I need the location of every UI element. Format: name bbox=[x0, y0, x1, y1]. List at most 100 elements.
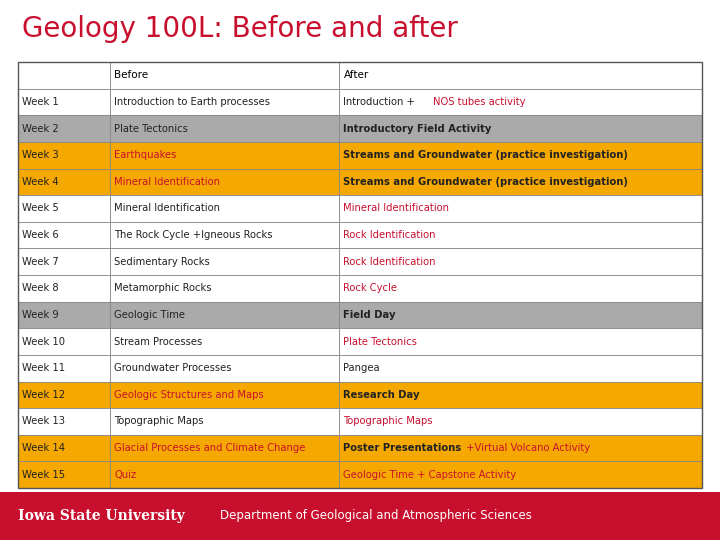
Bar bbox=[18, 408, 110, 435]
Bar bbox=[340, 222, 702, 248]
Bar bbox=[110, 302, 340, 328]
Bar bbox=[110, 435, 340, 461]
Text: Week 9: Week 9 bbox=[22, 310, 59, 320]
Bar bbox=[18, 435, 110, 461]
Bar bbox=[340, 302, 702, 328]
Text: Week 6: Week 6 bbox=[22, 230, 59, 240]
Text: The Rock Cycle +Igneous Rocks: The Rock Cycle +Igneous Rocks bbox=[114, 230, 273, 240]
Text: Geologic Time: Geologic Time bbox=[114, 310, 185, 320]
Bar bbox=[110, 168, 340, 195]
Bar bbox=[18, 248, 110, 275]
Text: Topographic Maps: Topographic Maps bbox=[114, 416, 204, 427]
Bar bbox=[110, 222, 340, 248]
Bar bbox=[18, 168, 110, 195]
Bar bbox=[110, 355, 340, 381]
Text: Pangea: Pangea bbox=[343, 363, 380, 373]
Text: Rock Identification: Rock Identification bbox=[343, 230, 436, 240]
Text: Stream Processes: Stream Processes bbox=[114, 336, 202, 347]
Text: Introduction to Earth processes: Introduction to Earth processes bbox=[114, 97, 270, 107]
Text: Poster Presentations: Poster Presentations bbox=[343, 443, 462, 453]
Text: Sedimentary Rocks: Sedimentary Rocks bbox=[114, 256, 210, 267]
Text: NOS tubes activity: NOS tubes activity bbox=[433, 97, 526, 107]
Text: Department of Geological and Atmospheric Sciences: Department of Geological and Atmospheric… bbox=[220, 510, 532, 523]
Bar bbox=[340, 435, 702, 461]
Bar bbox=[18, 302, 110, 328]
Text: Plate Tectonics: Plate Tectonics bbox=[114, 124, 188, 133]
Bar bbox=[18, 381, 110, 408]
Bar bbox=[18, 115, 110, 142]
Bar bbox=[110, 275, 340, 302]
Text: Week 4: Week 4 bbox=[22, 177, 58, 187]
Bar bbox=[340, 381, 702, 408]
Bar bbox=[340, 195, 702, 222]
Bar bbox=[18, 89, 110, 115]
Bar bbox=[110, 381, 340, 408]
Text: Week 5: Week 5 bbox=[22, 204, 59, 213]
Text: Week 11: Week 11 bbox=[22, 363, 65, 373]
Bar bbox=[18, 328, 110, 355]
Text: Week 7: Week 7 bbox=[22, 256, 59, 267]
Bar bbox=[340, 275, 702, 302]
Text: Week 13: Week 13 bbox=[22, 416, 65, 427]
Text: Week 1: Week 1 bbox=[22, 97, 59, 107]
Text: Mineral Identification: Mineral Identification bbox=[343, 204, 449, 213]
Text: After: After bbox=[343, 70, 369, 80]
Text: Mineral Identification: Mineral Identification bbox=[114, 204, 220, 213]
Text: Geologic Time + Capstone Activity: Geologic Time + Capstone Activity bbox=[343, 470, 517, 480]
Bar bbox=[340, 408, 702, 435]
Bar bbox=[18, 62, 110, 89]
Text: Introduction +: Introduction + bbox=[343, 97, 418, 107]
Text: Week 3: Week 3 bbox=[22, 150, 58, 160]
Text: Streams and Groundwater (practice investigation): Streams and Groundwater (practice invest… bbox=[343, 177, 629, 187]
Bar bbox=[340, 168, 702, 195]
Bar bbox=[110, 142, 340, 168]
Text: Mineral Identification: Mineral Identification bbox=[114, 177, 220, 187]
Text: Week 2: Week 2 bbox=[22, 124, 59, 133]
Text: +Virtual Volcano Activity: +Virtual Volcano Activity bbox=[464, 443, 590, 453]
Text: Week 10: Week 10 bbox=[22, 336, 65, 347]
Bar bbox=[110, 62, 340, 89]
Text: Rock Identification: Rock Identification bbox=[343, 256, 436, 267]
Bar bbox=[340, 248, 702, 275]
Bar bbox=[110, 328, 340, 355]
Text: Iowa State University: Iowa State University bbox=[18, 509, 185, 523]
Bar bbox=[340, 89, 702, 115]
Text: Quiz: Quiz bbox=[114, 470, 137, 480]
Bar bbox=[340, 142, 702, 168]
Bar bbox=[110, 461, 340, 488]
Bar bbox=[0, 492, 720, 540]
Bar bbox=[110, 89, 340, 115]
Bar bbox=[110, 115, 340, 142]
Text: Research Day: Research Day bbox=[343, 390, 420, 400]
Bar bbox=[18, 142, 110, 168]
Text: Glacial Processes and Climate Change: Glacial Processes and Climate Change bbox=[114, 443, 306, 453]
Bar bbox=[18, 461, 110, 488]
Text: Geology 100L: Before and after: Geology 100L: Before and after bbox=[22, 15, 458, 43]
Text: Week 14: Week 14 bbox=[22, 443, 65, 453]
Bar bbox=[110, 408, 340, 435]
Text: Before: Before bbox=[114, 70, 148, 80]
Text: Plate Tectonics: Plate Tectonics bbox=[343, 336, 418, 347]
Text: Metamorphic Rocks: Metamorphic Rocks bbox=[114, 284, 212, 293]
Text: Groundwater Processes: Groundwater Processes bbox=[114, 363, 232, 373]
Text: Topographic Maps: Topographic Maps bbox=[343, 416, 433, 427]
Bar bbox=[18, 62, 702, 488]
Bar bbox=[110, 248, 340, 275]
Text: Earthquakes: Earthquakes bbox=[114, 150, 176, 160]
Text: Geologic Structures and Maps: Geologic Structures and Maps bbox=[114, 390, 264, 400]
Bar bbox=[18, 355, 110, 381]
Bar bbox=[18, 195, 110, 222]
Text: Field Day: Field Day bbox=[343, 310, 396, 320]
Text: Week 8: Week 8 bbox=[22, 284, 58, 293]
Bar bbox=[340, 328, 702, 355]
Bar bbox=[340, 115, 702, 142]
Bar bbox=[110, 195, 340, 222]
Bar bbox=[340, 355, 702, 381]
Text: Week 12: Week 12 bbox=[22, 390, 65, 400]
Text: Introductory Field Activity: Introductory Field Activity bbox=[343, 124, 492, 133]
Bar bbox=[18, 275, 110, 302]
Text: Streams and Groundwater (practice investigation): Streams and Groundwater (practice invest… bbox=[343, 150, 629, 160]
Bar bbox=[340, 62, 702, 89]
Text: Week 15: Week 15 bbox=[22, 470, 65, 480]
Bar bbox=[340, 461, 702, 488]
